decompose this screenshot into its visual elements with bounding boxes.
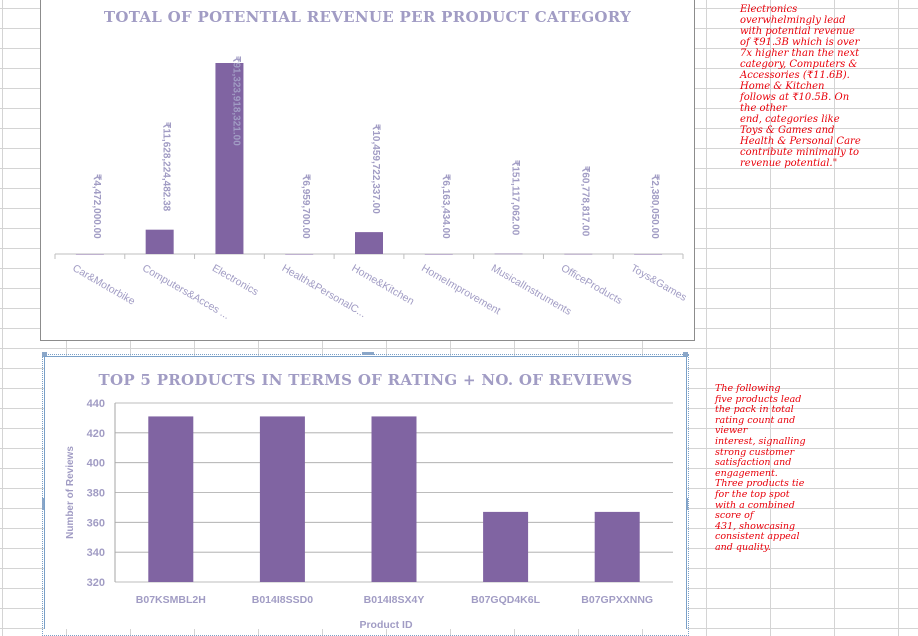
note-line: Health & Personal Care bbox=[740, 136, 861, 147]
data-label: ₹151,117,062.00 bbox=[510, 160, 521, 236]
bar bbox=[634, 253, 663, 255]
data-label: ₹10,459,722,337.00 bbox=[370, 124, 381, 214]
category-label: Home&Kitchen bbox=[350, 262, 417, 307]
x-tick-label: B07GQD4K6L bbox=[471, 594, 540, 606]
data-label: ₹6,959,700.00 bbox=[300, 174, 311, 239]
y-tick-label: 440 bbox=[87, 398, 105, 410]
bar bbox=[355, 232, 383, 254]
category-label: Electronics bbox=[210, 262, 260, 298]
note-line: 7x higher than the next bbox=[740, 48, 860, 59]
note-line: for the top spot bbox=[715, 488, 790, 500]
x-axis-title: Product ID bbox=[359, 619, 413, 629]
note-line: category, Computers & bbox=[740, 59, 858, 70]
note-line: with potential revenue bbox=[740, 26, 855, 37]
y-tick-label: 400 bbox=[87, 458, 105, 470]
y-tick-label: 340 bbox=[87, 547, 105, 559]
resize-handle-top[interactable] bbox=[362, 352, 374, 355]
revenue-chart[interactable]: TOTAL OF POTENTIAL REVENUE PER PRODUCT C… bbox=[40, 0, 695, 341]
note-line: engagement. bbox=[715, 467, 778, 479]
data-label: ₹4,472,000.00 bbox=[91, 174, 102, 239]
top-products-chart-plot: 320 340 360 380 400 420 440 B07KSMBL2H B014I8SSD… bbox=[65, 398, 673, 629]
x-tick-label: B07KSMBL2H bbox=[136, 594, 206, 606]
bar bbox=[564, 253, 593, 255]
bar bbox=[145, 229, 174, 254]
note-line: The following bbox=[715, 383, 781, 394]
note-line: of ₹91.3B which is over bbox=[740, 37, 860, 48]
note-line: satisfaction and bbox=[715, 457, 792, 469]
bar bbox=[215, 63, 244, 254]
y-tick-label: 360 bbox=[87, 517, 105, 529]
note-line: 431, showcasing bbox=[715, 520, 796, 532]
y-tick-label: 380 bbox=[87, 488, 105, 500]
note-line: follows at ₹10.5B. On bbox=[740, 92, 850, 103]
resize-handle-top-left[interactable] bbox=[42, 352, 47, 357]
y-axis-title: Number of Reviews bbox=[65, 446, 76, 539]
note-line: Home & Kitchen bbox=[740, 81, 825, 92]
data-label: ₹2,380,050.00 bbox=[649, 174, 660, 239]
bar bbox=[371, 416, 417, 582]
bar bbox=[259, 416, 305, 582]
x-tick-label: B07GPXXNNG bbox=[581, 594, 653, 606]
note-line: Toys & Games and bbox=[740, 125, 835, 136]
data-label: ₹60,778,817.00 bbox=[579, 166, 590, 237]
note-line: interest, signalling bbox=[715, 435, 806, 447]
chart-title: TOP 5 PRODUCTS IN TERMS OF RATING + NO. … bbox=[98, 371, 633, 389]
note-line: and quality. bbox=[715, 541, 771, 553]
bar bbox=[483, 511, 529, 582]
note-line: the other bbox=[740, 103, 787, 114]
top-products-insight-note: The following five products lead the pack … bbox=[715, 383, 815, 554]
top-products-chart[interactable]: TOP 5 PRODUCTS IN TERMS OF RATING + NO. … bbox=[44, 356, 687, 629]
note-line: overwhelmingly lead bbox=[740, 15, 846, 26]
revenue-chart-plot: ₹4,472,000.00 Car&Motorbike ₹11,628,224,48… bbox=[54, 56, 689, 322]
category-label: OfficeProducts bbox=[559, 262, 624, 307]
note-line: rating count and bbox=[715, 414, 796, 426]
note-line: Three products tie bbox=[715, 478, 805, 490]
note-line: consistent appeal bbox=[715, 531, 800, 543]
data-label: ₹11,628,224,482.38 bbox=[161, 122, 172, 212]
bar bbox=[75, 253, 104, 255]
note-line: with a combined bbox=[715, 499, 795, 511]
category-label: Car&Motorbike bbox=[70, 262, 137, 307]
note-line: score of bbox=[715, 510, 754, 522]
note-line: contribute minimally to bbox=[740, 147, 860, 158]
category-label: Toys&Games bbox=[629, 262, 689, 304]
note-line: Accessories (₹11.6B). bbox=[740, 70, 850, 81]
bar bbox=[424, 253, 453, 255]
bar bbox=[494, 253, 523, 255]
note-line: the pack in total bbox=[715, 404, 794, 416]
resize-handle-left[interactable] bbox=[42, 498, 45, 510]
chart-title: TOTAL OF POTENTIAL REVENUE PER PRODUCT C… bbox=[103, 8, 632, 26]
resize-handle-top-right[interactable] bbox=[683, 352, 688, 357]
x-tick-label: B014I8SSD0 bbox=[252, 594, 313, 606]
data-label: ₹91,323,918,321.00 bbox=[230, 56, 241, 146]
note-line: strong customer bbox=[715, 446, 795, 458]
note-line: five products lead bbox=[715, 393, 802, 405]
bar bbox=[148, 416, 194, 582]
bar bbox=[285, 253, 314, 255]
note-line: viewer bbox=[715, 425, 748, 437]
note-line: Electronics bbox=[740, 4, 798, 15]
y-tick-label: 420 bbox=[87, 428, 105, 440]
x-tick-label: B014I8SX4Y bbox=[364, 594, 425, 606]
bar bbox=[594, 511, 640, 582]
note-line: end, categories like bbox=[740, 114, 840, 125]
note-line: revenue potential." bbox=[740, 158, 838, 169]
y-tick-label: 320 bbox=[87, 577, 105, 589]
revenue-insight-note: Electronics overwhelmingly lead with poten… bbox=[740, 4, 861, 169]
data-label: ₹6,163,434.00 bbox=[440, 174, 451, 239]
